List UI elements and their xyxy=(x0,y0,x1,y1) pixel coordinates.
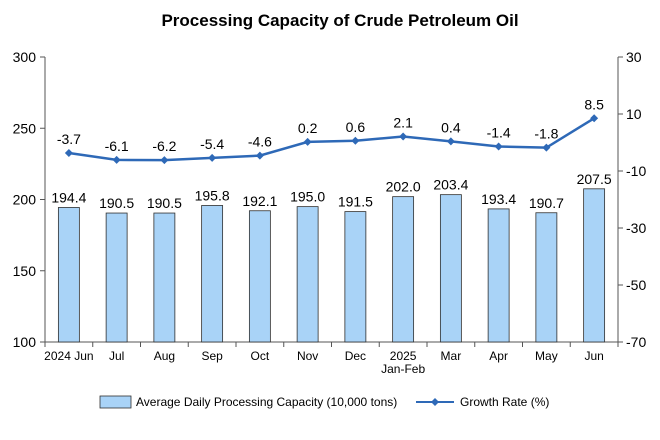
bar xyxy=(392,196,415,343)
left-tick-label: 250 xyxy=(13,120,37,136)
legend: Average Daily Processing Capacity (10,00… xyxy=(99,395,549,409)
bar xyxy=(296,206,319,343)
right-tick-label: -50 xyxy=(626,277,646,293)
growth-value-label: -4.6 xyxy=(248,134,272,150)
category-label: Jan-Feb xyxy=(381,362,425,376)
bar-value-label: 190.5 xyxy=(147,195,182,211)
bar xyxy=(487,208,510,343)
growth-value-label: 2.1 xyxy=(393,115,413,131)
growth-value-label: -3.7 xyxy=(57,131,81,147)
bar-value-label: 202.0 xyxy=(386,179,421,195)
growth-point-marker xyxy=(494,142,503,151)
growth-point-marker xyxy=(303,137,312,146)
growth-point-marker xyxy=(590,114,599,123)
bar xyxy=(57,207,80,343)
category-label: May xyxy=(535,349,558,363)
category-label: Apr xyxy=(489,349,508,363)
legend-bar-label: Average Daily Processing Capacity (10,00… xyxy=(136,395,397,409)
bar-value-label: 193.4 xyxy=(481,191,516,207)
growth-point-marker xyxy=(160,156,169,165)
bar xyxy=(153,212,176,343)
bar-value-label: 190.7 xyxy=(529,195,564,211)
growth-point-marker xyxy=(399,132,408,141)
bar xyxy=(583,188,606,343)
growth-value-label: 0.2 xyxy=(298,120,318,136)
bar-value-label: 195.8 xyxy=(195,187,230,203)
bar xyxy=(105,212,128,343)
category-label: Jul xyxy=(109,349,124,363)
category-label: Nov xyxy=(297,349,318,363)
growth-value-label: -1.8 xyxy=(534,126,558,142)
right-tick-label: -70 xyxy=(626,334,646,350)
category-label: Dec xyxy=(345,349,366,363)
category-label: Sep xyxy=(201,349,223,363)
bar xyxy=(248,210,271,343)
right-tick-label: 30 xyxy=(626,49,642,65)
bar-value-label: 192.1 xyxy=(242,193,277,209)
left-tick-label: 150 xyxy=(13,263,37,279)
bar xyxy=(439,194,462,343)
right-tick-label: -30 xyxy=(626,220,646,236)
bar xyxy=(344,211,367,343)
bar-value-label: 194.4 xyxy=(51,189,86,205)
chart-title: Processing Capacity of Crude Petroleum O… xyxy=(161,11,518,30)
category-label: Jun xyxy=(584,349,603,363)
growth-value-label: 0.4 xyxy=(441,119,461,135)
bar xyxy=(201,205,224,343)
growth-value-label: -5.4 xyxy=(200,136,224,152)
bars: 194.4 190.5 190.5 195.8 192.1 195.0 191.5 202.0… xyxy=(51,171,612,343)
category-label: 2024 Jun xyxy=(44,349,93,363)
category-label: Mar xyxy=(441,349,462,363)
axes: 100 150 200 250 300 -70 -50 -30 -10 10 30 2024 Jun J… xyxy=(13,49,647,376)
growth-point-marker xyxy=(446,137,455,146)
growth-value-label: 8.5 xyxy=(584,96,604,112)
growth-value-label: -6.2 xyxy=(152,138,176,154)
growth-value-label: -1.4 xyxy=(487,124,511,140)
bar-value-label: 190.5 xyxy=(99,195,134,211)
left-tick-label: 300 xyxy=(13,49,37,65)
left-tick-label: 100 xyxy=(13,334,37,350)
growth-point-marker xyxy=(64,149,73,158)
legend-bar-swatch xyxy=(99,395,132,409)
growth-point-marker xyxy=(208,153,217,162)
growth-series-line xyxy=(68,117,595,162)
bar-value-label: 207.5 xyxy=(577,171,612,187)
category-label: Oct xyxy=(251,349,270,363)
right-tick-label: 10 xyxy=(626,106,642,122)
growth-point-marker xyxy=(112,155,121,164)
legend-line-label: Growth Rate (%) xyxy=(460,395,549,409)
right-tick-label: -10 xyxy=(626,163,646,179)
category-label: Aug xyxy=(154,349,175,363)
legend-line-marker xyxy=(431,398,439,406)
bar xyxy=(535,212,558,343)
bar-value-label: 191.5 xyxy=(338,194,373,210)
growth-point-marker xyxy=(351,136,360,145)
growth-value-label: 0.6 xyxy=(346,119,366,135)
bar-value-label: 203.4 xyxy=(433,177,468,193)
growth-point-marker xyxy=(255,151,264,160)
left-tick-label: 200 xyxy=(13,192,37,208)
growth-value-label: -6.1 xyxy=(105,138,129,154)
growth-point-marker xyxy=(542,143,551,152)
category-label: 2025 xyxy=(390,349,417,363)
bar-value-label: 195.0 xyxy=(290,189,325,205)
growth-line: -3.7 -6.1 -6.2 -5.4 -4.6 0.2 0.6 2.1 0.4 -1.4 -1.8… xyxy=(57,96,604,165)
